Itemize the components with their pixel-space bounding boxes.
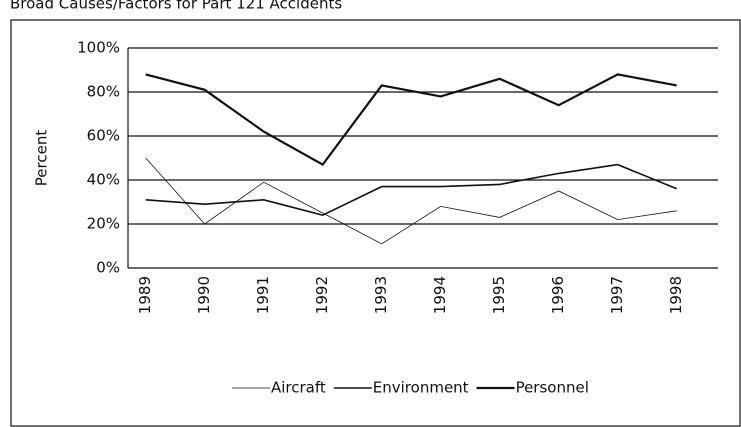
series-line <box>145 157 677 245</box>
x-tick-label: 1992 <box>313 276 331 314</box>
legend-label: Personnel <box>516 379 589 397</box>
series-line <box>145 163 678 217</box>
y-axis-label: Percent <box>33 130 51 187</box>
x-tick-label: 1989 <box>136 276 154 314</box>
y-tick-label: 40% <box>87 171 120 189</box>
x-tick-label: 1998 <box>667 276 685 314</box>
x-tick-label: 1990 <box>195 276 213 314</box>
y-tick-label: 0% <box>96 259 120 277</box>
x-tick-label: 1997 <box>608 276 626 314</box>
series-line <box>145 73 677 167</box>
y-tick-label: 100% <box>77 39 120 57</box>
x-tick-label: 1994 <box>431 276 449 314</box>
chart-frame <box>10 19 741 427</box>
chart-title: Broad Causes/Factors for Part 121 Accide… <box>10 0 342 13</box>
y-tick-label: 60% <box>87 127 120 145</box>
legend-label: Environment <box>373 379 469 397</box>
legend-label: Aircraft <box>271 379 326 397</box>
x-tick-label: 1991 <box>254 276 272 314</box>
x-tick-label: 1993 <box>372 276 390 314</box>
x-tick-label: 1995 <box>490 276 508 314</box>
y-tick-label: 20% <box>87 215 120 233</box>
y-tick-label: 80% <box>87 83 120 101</box>
x-tick-label: 1996 <box>549 276 567 314</box>
